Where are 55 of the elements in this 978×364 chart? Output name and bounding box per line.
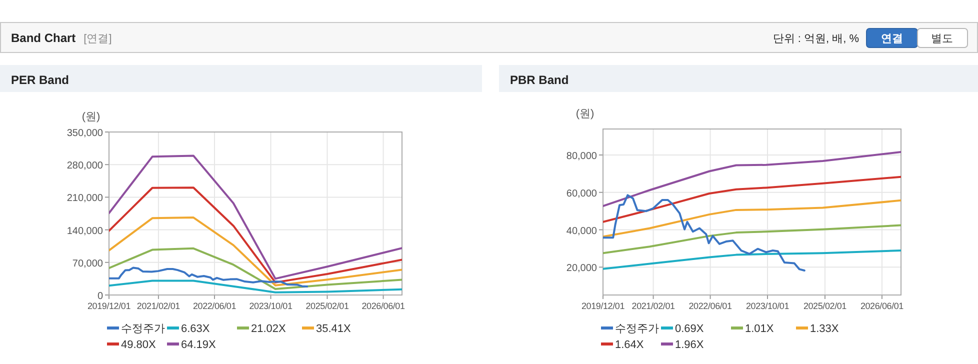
text: 연결 [881,33,903,45]
line-series [603,250,901,270]
legend-label: 수정주가 [615,323,659,335]
line-series [109,216,402,286]
y-tick-label: 60,000 [566,188,598,200]
x-tick-label: 2019/12/01 [87,301,131,311]
chart-title: PBR Band [510,73,569,87]
line-series [109,266,308,288]
line-series [109,280,402,294]
x-tick-label: 2021/02/01 [136,301,180,311]
line-series [603,194,806,272]
legend-label: 6.63X [181,323,210,335]
y-tick-label: 140,000 [66,226,104,237]
line-series [603,150,901,208]
x-tick-label: 2021/02/01 [632,301,676,311]
y-tick-label: 20,000 [566,263,598,274]
chart-title: PER Band [11,73,70,87]
legend-label: 1.96X [675,339,704,351]
x-tick-label: 2023/10/01 [746,301,790,311]
x-tick-label: 2025/02/01 [306,301,349,311]
text: 단위 : 억원, 배, % [772,33,860,45]
legend-label: 1.33X [810,323,840,335]
legend-label: 35.41X [316,323,352,335]
line-series [109,186,402,284]
line-series [603,199,901,238]
y-tick-label: 0 [97,291,104,302]
legend-label: 0.69X [675,323,704,335]
text: 별도 [931,33,953,45]
legend-label: 1.01X [745,323,774,335]
x-tick-label: 2025/02/01 [803,301,847,311]
x-tick-label: 2026/06/01 [860,301,904,311]
y-tick-label: 70,000 [72,258,104,270]
x-tick-label: 2023/10/01 [249,301,292,311]
y-tick-label: 350,000 [66,128,104,139]
x-tick-label: 2022/06/01 [192,301,236,311]
text: Band Chart [11,31,76,45]
y-tick-label: 280,000 [66,160,104,172]
y-axis-title: (원) [82,111,100,123]
x-tick-label: 2019/12/01 [581,301,625,311]
legend-label: 64.19X [181,339,217,351]
legend-label: 49.80X [121,339,157,351]
y-axis-title: (원) [576,108,594,120]
legend-label: 1.64X [615,339,644,351]
line-series [603,176,901,223]
y-tick-label: 210,000 [66,193,104,204]
y-tick-label: 80,000 [566,150,598,162]
legend-label: 21.02X [251,323,287,335]
x-tick-label: 2022/06/01 [688,301,732,311]
line-series [109,154,402,280]
y-tick-label: 40,000 [566,226,598,237]
line-series [109,247,402,290]
legend-label: 수정주가 [121,323,165,335]
line-series [603,224,901,254]
text: [연결] [84,33,112,45]
x-tick-label: 2026/06/01 [362,301,405,311]
